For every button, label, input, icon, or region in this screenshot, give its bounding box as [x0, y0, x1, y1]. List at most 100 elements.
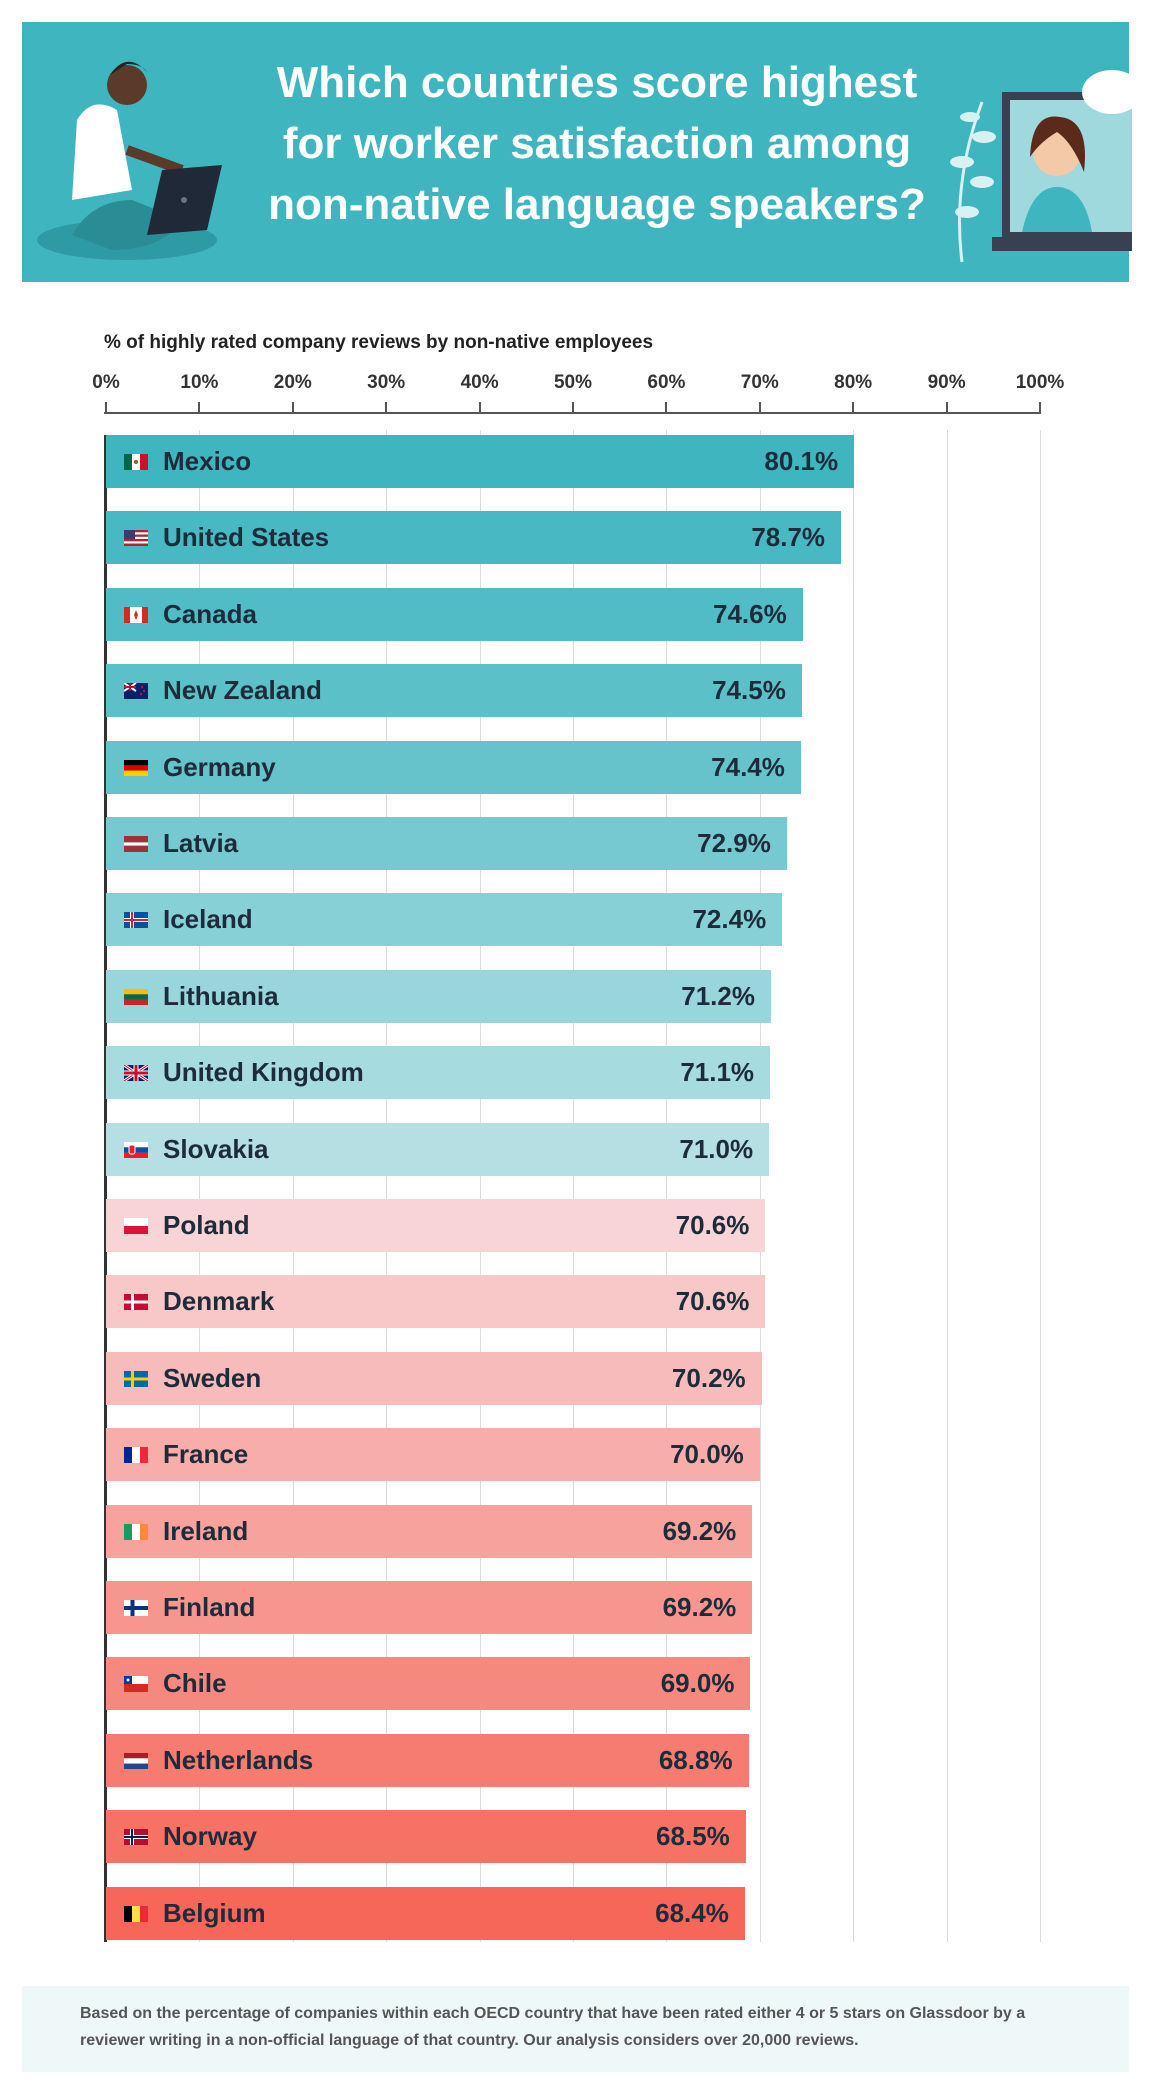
- gridline: [386, 430, 388, 1942]
- value-label: 69.2%: [662, 1515, 737, 1546]
- value-label: 68.8%: [658, 1744, 733, 1775]
- category-label: Belgium: [163, 1897, 266, 1928]
- x-axis-line: [104, 412, 1040, 414]
- footnote: Based on the percentage of companies wit…: [80, 2005, 1026, 2049]
- x-tick-label: 30%: [367, 372, 406, 393]
- canada-flag-icon: [124, 606, 148, 623]
- title-line: non-native language speakers?: [268, 180, 926, 229]
- value-label: 72.9%: [697, 828, 771, 858]
- page-title: Which countries score highest for worker…: [202, 52, 992, 235]
- gridline: [479, 430, 481, 1942]
- footnote-box: Based on the percentage of companies wit…: [22, 1986, 1129, 2072]
- united-states-flag-icon: [124, 530, 148, 547]
- x-tick-mark: [105, 402, 107, 414]
- x-tick-mark: [665, 402, 668, 414]
- x-tick-label: 80%: [834, 372, 873, 393]
- gridline: [946, 430, 948, 1942]
- gridline: [666, 430, 668, 1942]
- x-tick-label: 60%: [647, 372, 686, 393]
- category-label: Finland: [163, 1592, 256, 1622]
- gridline: [759, 430, 761, 1942]
- united-kingdom-flag-icon: [123, 1063, 149, 1083]
- finland-flag-icon: [124, 1600, 148, 1616]
- latvia-flag-icon: [124, 836, 148, 852]
- category-label: Sweden: [163, 1362, 262, 1393]
- x-tick-mark: [385, 402, 388, 414]
- belgium-flag-icon: [124, 1905, 148, 1922]
- category-label: Iceland: [163, 904, 253, 935]
- value-label: 70.6%: [675, 1286, 750, 1317]
- x-tick-label: 50%: [553, 372, 593, 393]
- x-tick-mark: [852, 402, 855, 414]
- value-label: 71.0%: [679, 1133, 754, 1164]
- bar-netherlands: Netherlands 68.8%: [106, 1733, 749, 1787]
- france-flag-icon: [124, 1447, 148, 1464]
- sweden-flag-icon: [124, 1370, 148, 1387]
- bar-sweden: Sweden 70.2%: [106, 1351, 762, 1405]
- bar-ireland: Ireland 69.2%: [106, 1504, 753, 1558]
- value-label: 69.2%: [662, 1592, 737, 1622]
- category-label: Poland: [163, 1210, 250, 1240]
- bar-norway: Norway 68.5%: [106, 1810, 746, 1864]
- x-tick-label: 90%: [927, 372, 966, 393]
- x-tick-mark: [572, 402, 574, 414]
- y-axis-line: [104, 435, 107, 1942]
- category-label: Lithuania: [163, 980, 279, 1011]
- value-label: 71.1%: [680, 1057, 755, 1088]
- value-label: 69.0%: [660, 1668, 735, 1699]
- bar-latvia: Latvia 72.9%: [106, 817, 787, 870]
- value-label: 74.4%: [711, 751, 785, 782]
- bar-france: France 70.0%: [106, 1428, 760, 1482]
- mexico-flag-icon: [124, 454, 148, 470]
- x-tick-mark: [1039, 402, 1041, 414]
- bar-chart: % of highly rated company reviews by non…: [92, 332, 1064, 1942]
- title-line: for worker satisfaction among: [282, 119, 912, 168]
- person-with-laptop-illustration: [37, 61, 222, 260]
- category-label: United States: [163, 522, 330, 553]
- bar-germany: Germany 74.4%: [106, 740, 801, 794]
- x-tick-mark: [945, 402, 948, 414]
- chile-flag-icon: [124, 1676, 148, 1693]
- x-tick-mark: [291, 402, 294, 414]
- category-label: United Kingdom: [163, 1057, 364, 1088]
- value-label: 72.4%: [692, 904, 767, 935]
- value-label: 80.1%: [764, 446, 839, 476]
- bar-united-states: United States 78.7%: [106, 511, 842, 565]
- category-label: Slovakia: [163, 1133, 269, 1164]
- bar-mexico: Mexico 80.1%: [106, 435, 855, 488]
- norway-flag-icon: [124, 1829, 148, 1846]
- category-label: Canada: [163, 598, 257, 629]
- bar-iceland: Iceland 72.4%: [106, 893, 783, 947]
- category-label: Latvia: [163, 828, 239, 858]
- netherlands-flag-icon: [124, 1752, 148, 1769]
- category-label: Mexico: [163, 446, 252, 476]
- x-tick-label: 0%: [92, 372, 120, 393]
- bar-finland: Finland 69.2%: [106, 1581, 753, 1634]
- denmark-flag-icon: [124, 1294, 148, 1311]
- value-label: 68.5%: [656, 1821, 730, 1852]
- value-label: 70.0%: [670, 1439, 744, 1470]
- bar-lithuania: Lithuania 71.2%: [106, 969, 771, 1023]
- value-label: 78.7%: [751, 522, 826, 553]
- category-label: Ireland: [163, 1515, 249, 1546]
- bar-denmark: Denmark 70.6%: [106, 1275, 766, 1329]
- gridline: [853, 430, 855, 1942]
- header-banner: Which countries score highest for worker…: [22, 22, 1132, 282]
- x-tick-label: 70%: [740, 372, 779, 393]
- germany-flag-icon: [124, 759, 148, 776]
- bar-slovakia: Slovakia 71.0%: [106, 1122, 770, 1176]
- gridline: [573, 430, 574, 1942]
- x-tick-label: 20%: [273, 372, 312, 393]
- value-label: 74.5%: [712, 675, 786, 706]
- category-label: Chile: [163, 1668, 227, 1699]
- x-tick-mark: [758, 402, 761, 414]
- x-tick-label: 10%: [180, 372, 219, 393]
- value-label: 71.2%: [681, 980, 755, 1011]
- category-label: Netherlands: [163, 1744, 314, 1775]
- x-tick-mark: [478, 402, 481, 414]
- bar-united-kingdom: United Kingdom 71.1%: [106, 1046, 771, 1100]
- x-tick-mark: [198, 402, 201, 414]
- x-tick-label: 40%: [460, 372, 499, 393]
- bar-chile: Chile 69.0%: [106, 1657, 751, 1711]
- value-label: 74.6%: [713, 598, 787, 629]
